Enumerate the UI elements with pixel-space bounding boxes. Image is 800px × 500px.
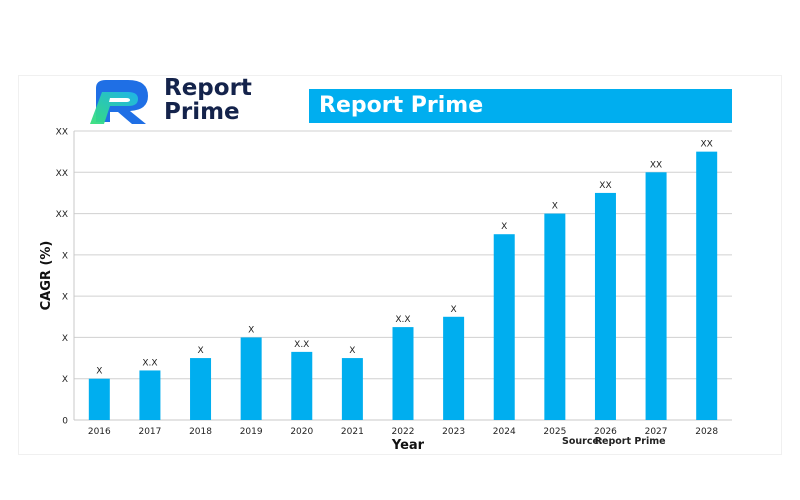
- data-label: XX: [701, 140, 713, 150]
- x-tick-label: 2021: [341, 427, 364, 437]
- x-tick-label: 2023: [442, 427, 465, 437]
- y-axis-title: CAGR (%): [39, 241, 54, 311]
- bar: [88, 378, 110, 420]
- data-label: X: [501, 222, 507, 232]
- x-tick-label: 2019: [240, 427, 263, 437]
- data-label: X.X: [395, 315, 410, 325]
- y-tick-label: XX: [56, 210, 68, 220]
- bar: [696, 151, 718, 420]
- bar: [240, 337, 262, 420]
- x-tick-label: 2024: [493, 427, 516, 437]
- bar: [341, 358, 363, 420]
- x-axis-title: Year: [391, 438, 425, 453]
- x-tick-label: 2028: [695, 427, 718, 437]
- bar: [544, 213, 566, 420]
- source-note: Source:Report Prime: [562, 436, 666, 447]
- y-tick-label: X: [62, 375, 68, 385]
- data-label: X: [96, 367, 102, 377]
- bar: [594, 192, 616, 420]
- y-tick-label: X: [62, 293, 68, 303]
- data-label: X: [552, 202, 558, 212]
- logo-text-line1: Report: [164, 75, 252, 101]
- title-banner: Report Prime: [309, 89, 732, 123]
- report-prime-logo: Report Prime: [88, 75, 288, 126]
- data-label: X: [197, 346, 203, 356]
- x-tick-label: 2016: [88, 427, 111, 437]
- source-value: Report Prime: [594, 436, 666, 447]
- bar: [139, 370, 161, 420]
- data-label: XX: [650, 160, 662, 170]
- x-tick-label: 2022: [392, 427, 415, 437]
- x-tick-label: 2017: [138, 427, 161, 437]
- x-tick-label: 2027: [645, 427, 668, 437]
- logo-text-line2: Prime: [164, 99, 240, 125]
- x-tick-label: 2020: [290, 427, 313, 437]
- y-tick-label: X: [62, 251, 68, 261]
- chart-frame: [18, 75, 782, 455]
- y-tick-label: X: [62, 334, 68, 344]
- x-tick-label: 2018: [189, 427, 212, 437]
- data-label: XX: [599, 181, 611, 191]
- data-label: X: [248, 325, 254, 335]
- bar: [392, 327, 414, 420]
- y-tick-label: XX: [56, 169, 68, 179]
- bar: [443, 316, 465, 420]
- x-tick-label: 2026: [594, 427, 617, 437]
- data-label: X.X: [294, 340, 309, 350]
- bar: [190, 358, 212, 420]
- logo-mark-icon: [90, 80, 148, 124]
- data-label: X: [451, 305, 457, 315]
- bar: [493, 234, 515, 420]
- bar: [291, 351, 313, 420]
- y-tick-label: 0: [62, 417, 68, 427]
- source-label: Source:: [562, 436, 603, 447]
- bar: [645, 172, 667, 420]
- data-label: X.X: [142, 358, 157, 368]
- y-tick-label: XX: [56, 128, 68, 138]
- x-tick-label: 2025: [543, 427, 566, 437]
- data-label: X: [349, 346, 355, 356]
